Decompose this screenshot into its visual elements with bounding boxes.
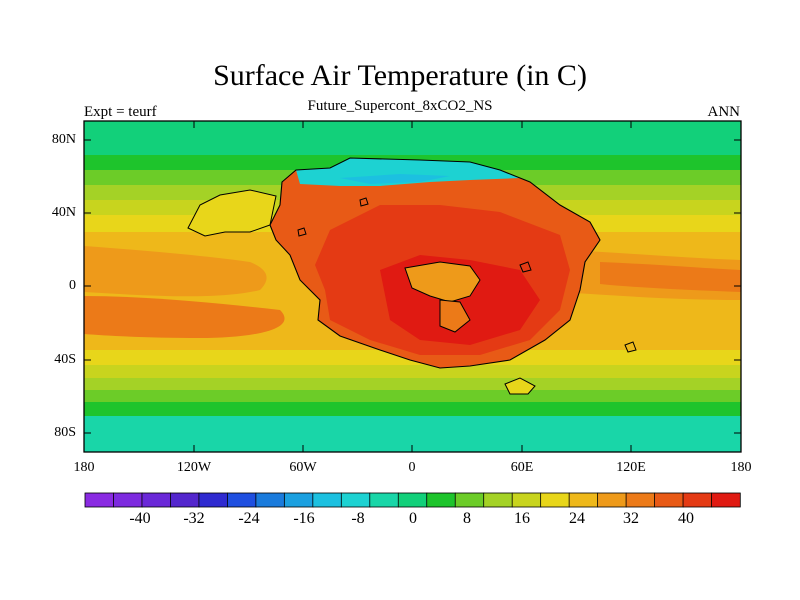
colorbar-swatch xyxy=(369,492,399,508)
colorbar-swatch xyxy=(312,492,343,508)
colorbar-swatch xyxy=(226,492,257,508)
colorbar-label: -40 xyxy=(129,510,151,527)
colorbar-swatch xyxy=(113,492,143,508)
map-subtitle: Future_Supercont_8xCO2_NS xyxy=(307,98,493,114)
colorbar-label: 40 xyxy=(678,510,694,527)
colorbar-swatch xyxy=(540,492,570,508)
colorbar-swatch xyxy=(283,492,314,508)
colorbar-swatch xyxy=(625,492,656,508)
lon-label-0: 0 xyxy=(408,460,416,475)
colorbar-label: 0 xyxy=(409,510,417,527)
colorbar-label: 24 xyxy=(569,510,585,527)
colorbar-swatch xyxy=(568,492,599,508)
lon-label-180e: 180 xyxy=(730,460,752,475)
colorbar-swatch xyxy=(597,492,627,508)
colorbar-swatch xyxy=(454,492,485,508)
lon-label-60e: 60E xyxy=(510,460,534,475)
lat-label-80s: 80S xyxy=(54,425,76,440)
colorbar-swatch xyxy=(397,492,428,508)
colorbar-label: 16 xyxy=(514,510,530,527)
season-label: ANN xyxy=(707,104,741,120)
colorbar-swatch xyxy=(170,492,200,508)
colorbar-swatch xyxy=(84,492,115,508)
colorbar-swatch xyxy=(426,492,456,508)
map-title: Surface Air Temperature (in C) xyxy=(213,59,587,92)
supercontinent xyxy=(187,157,637,395)
colorbar-label: 8 xyxy=(463,510,471,527)
colorbar-swatch xyxy=(255,492,286,508)
colorbar-label: -24 xyxy=(238,510,260,527)
lon-label-180w: 180 xyxy=(73,460,95,475)
colorbar-swatch xyxy=(682,492,713,508)
lat-label-80n: 80N xyxy=(51,132,76,147)
lat-label-40s: 40S xyxy=(54,352,76,367)
colorbar-swatch xyxy=(198,492,229,508)
colorbar-label: -16 xyxy=(293,510,315,527)
colorbar-label: 32 xyxy=(623,510,639,527)
colorbar-swatch xyxy=(654,492,684,508)
colorbar-label: -8 xyxy=(351,510,365,527)
lon-label-60w: 60W xyxy=(289,460,317,475)
colorbar-label: -32 xyxy=(183,510,205,527)
colorbar-swatch xyxy=(340,492,371,508)
lon-label-120w: 120W xyxy=(176,460,212,475)
colorbar-swatch xyxy=(141,492,172,508)
lat-label-40n: 40N xyxy=(51,205,76,220)
colorbar-swatch xyxy=(711,492,741,508)
lon-label-120e: 120E xyxy=(616,460,646,475)
lat-label-0: 0 xyxy=(69,278,76,293)
experiment-label: Expt = teurf xyxy=(84,104,157,120)
colorbar-swatch xyxy=(483,492,513,508)
axis-ticks xyxy=(84,121,741,452)
colorbar xyxy=(84,492,741,508)
colorbar-swatch xyxy=(511,492,542,508)
